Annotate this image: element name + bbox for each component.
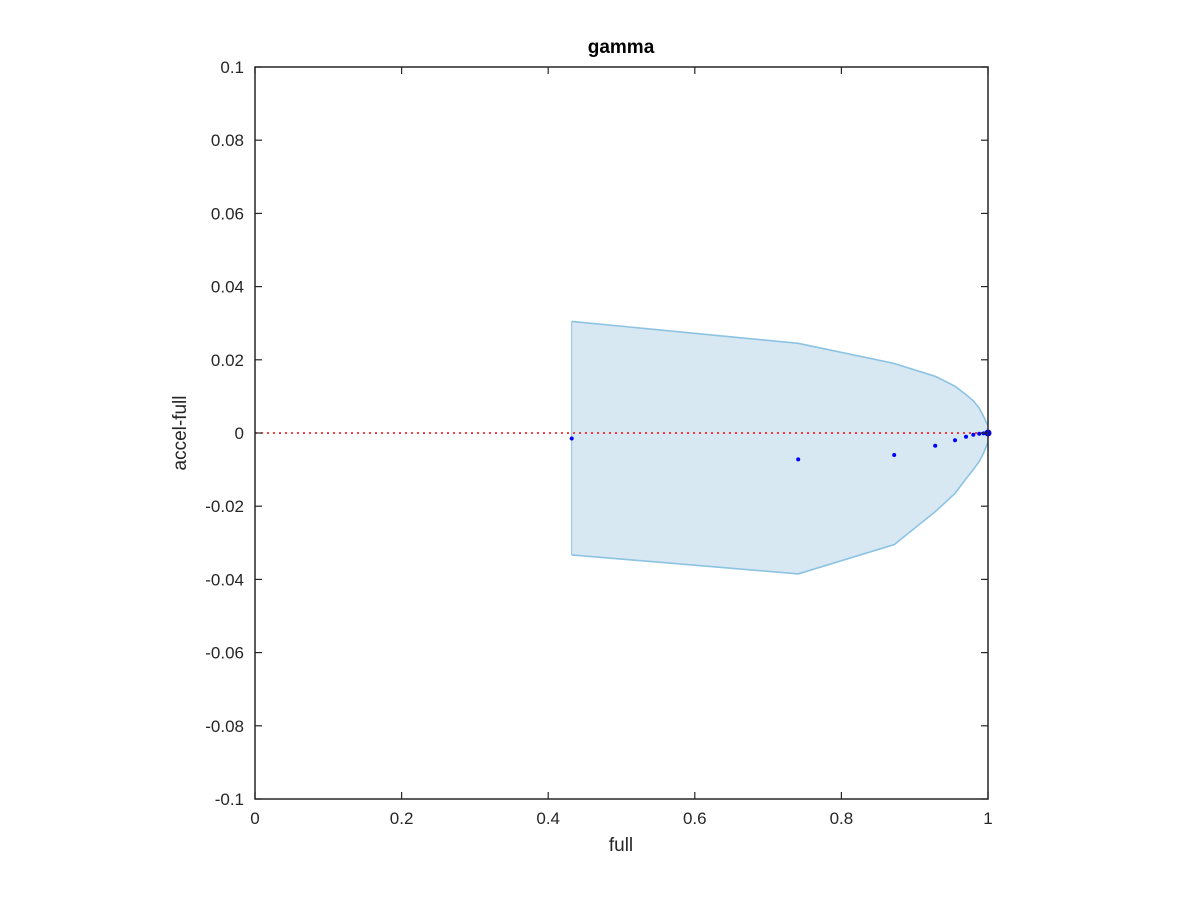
confidence-band-fill (571, 321, 988, 574)
x-tick-label: 1 (983, 809, 992, 828)
data-point (933, 443, 938, 448)
x-tick-label: 0.8 (830, 809, 854, 828)
data-point (892, 453, 897, 457)
x-axis-ticks: 0 0.2 0.4 0.6 0.8 1 (250, 67, 993, 828)
y-tick-label: -0.02 (205, 497, 244, 516)
data-point (569, 436, 574, 441)
y-tick-label: 0.02 (211, 351, 244, 370)
data-point (953, 438, 957, 443)
y-tick-label: -0.1 (215, 790, 244, 809)
data-point (796, 457, 801, 462)
y-axis-ticks: 0.1 0.08 0.06 0.04 0.02 0 -0.02 -0.04 -0.06 -0.08… (205, 58, 988, 809)
x-tick-label: 0 (250, 809, 259, 828)
confidence-band-lower-edge (571, 441, 989, 575)
y-tick-label: -0.04 (205, 570, 244, 589)
data-point (964, 434, 968, 439)
x-tick-label: 0.6 (683, 809, 707, 828)
plot-area: 0 0.2 0.4 0.6 0.8 1 0.1 0.08 0.06 0.04 0.02 0 -0.02… (205, 58, 992, 828)
y-tick-label: -0.08 (205, 717, 244, 736)
y-tick-label: 0.04 (211, 278, 244, 297)
confidence-band-layer (571, 320, 989, 575)
y-tick-label: 0.08 (211, 131, 244, 150)
y-tick-label: 0 (235, 424, 244, 443)
data-point (977, 431, 982, 436)
x-axis-label: full (609, 835, 633, 856)
x-tick-label: 0.2 (390, 809, 414, 828)
x-tick-label: 0.4 (536, 809, 560, 828)
y-tick-label: 0.06 (211, 204, 244, 223)
chart-title: gamma (588, 37, 655, 58)
confidence-band-upper-edge (571, 320, 989, 426)
data-point (971, 432, 976, 437)
y-tick-label: 0.1 (220, 58, 244, 77)
y-axis-label: accel-full (170, 396, 191, 471)
y-tick-label: -0.06 (205, 644, 244, 663)
